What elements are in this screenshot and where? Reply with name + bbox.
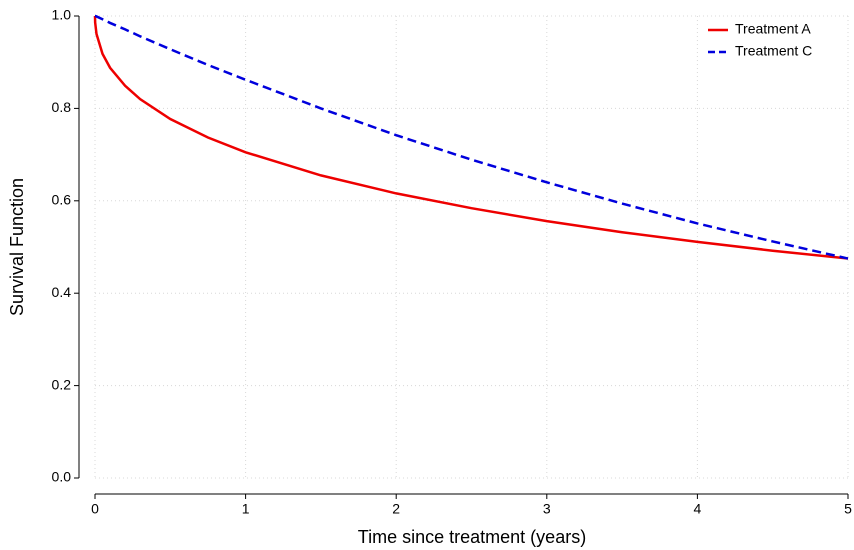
series-line [94, 14, 849, 260]
y-tick-label: 0.6 [52, 192, 72, 208]
x-axis-label: Time since treatment (years) [358, 527, 586, 547]
series-line [93, 15, 849, 260]
y-tick-label: 0.0 [52, 469, 72, 485]
y-tick-label: 0.8 [52, 99, 72, 115]
x-tick-label: 0 [91, 501, 99, 517]
x-tick-label: 3 [543, 501, 551, 517]
legend-label: Treatment C [735, 43, 812, 59]
x-tick-label: 4 [694, 501, 702, 517]
y-tick-label: 1.0 [52, 7, 72, 23]
x-tick-label: 1 [242, 501, 250, 517]
y-tick-label: 0.4 [52, 284, 72, 300]
x-tick-label: 5 [844, 501, 852, 517]
y-tick-label: 0.2 [52, 376, 72, 392]
legend-label: Treatment A [735, 21, 811, 37]
x-tick-label: 2 [392, 501, 400, 517]
y-axis-label: Survival Function [7, 178, 27, 316]
